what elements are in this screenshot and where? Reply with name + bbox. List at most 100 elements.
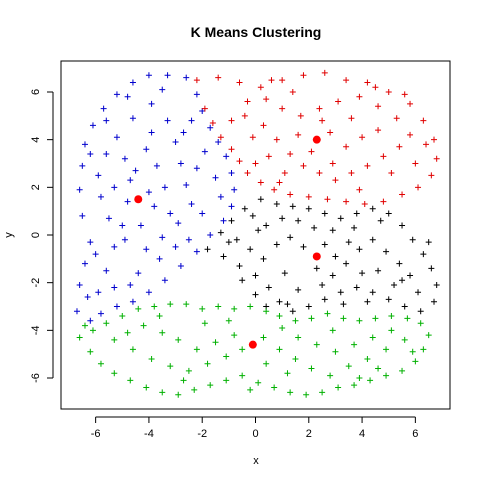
data-point	[273, 241, 280, 248]
data-point	[129, 346, 136, 353]
data-point	[143, 146, 150, 153]
data-point	[383, 372, 390, 379]
data-point	[103, 267, 110, 274]
data-point	[167, 210, 174, 217]
data-point	[329, 272, 336, 279]
data-point	[319, 117, 326, 124]
data-point	[87, 239, 94, 246]
data-point	[385, 88, 392, 95]
x-tick-label: 0	[252, 428, 258, 440]
data-point	[324, 196, 331, 203]
data-point	[364, 162, 371, 169]
data-point	[324, 310, 331, 317]
data-point	[348, 170, 355, 177]
data-point	[412, 160, 419, 167]
data-point	[287, 191, 294, 198]
data-point	[300, 72, 307, 79]
data-point	[401, 303, 408, 310]
data-point	[305, 193, 312, 200]
data-point	[159, 329, 166, 336]
data-point	[415, 184, 422, 191]
data-point	[185, 236, 192, 243]
data-point	[231, 186, 238, 193]
data-point	[356, 375, 363, 382]
data-point	[409, 236, 416, 243]
data-point	[145, 72, 152, 79]
cluster-2	[193, 69, 440, 208]
data-point	[252, 272, 259, 279]
data-point	[113, 303, 120, 310]
data-point	[220, 217, 227, 224]
data-point	[239, 277, 246, 284]
data-point	[292, 355, 299, 362]
data-point	[252, 160, 259, 167]
data-point	[73, 308, 80, 315]
data-point	[153, 162, 160, 169]
data-point	[383, 346, 390, 353]
data-point	[265, 284, 272, 291]
data-point	[329, 227, 336, 234]
data-point	[89, 327, 96, 334]
data-point	[81, 260, 88, 267]
data-point	[332, 253, 339, 260]
data-point	[319, 282, 326, 289]
data-point	[156, 255, 163, 262]
data-point	[308, 365, 315, 372]
data-point	[244, 98, 251, 105]
data-point	[377, 217, 384, 224]
data-point	[111, 370, 118, 377]
data-point	[161, 277, 168, 284]
data-point	[151, 203, 158, 210]
data-point	[420, 117, 427, 124]
data-point	[199, 210, 206, 217]
data-point	[111, 336, 118, 343]
data-point	[97, 310, 104, 317]
data-point	[385, 296, 392, 303]
data-point	[276, 179, 283, 186]
data-point	[260, 334, 267, 341]
data-point	[321, 241, 328, 248]
data-point	[404, 315, 411, 322]
data-point	[401, 336, 408, 343]
data-point	[228, 203, 235, 210]
data-point	[351, 382, 358, 389]
data-point	[369, 236, 376, 243]
data-point	[356, 93, 363, 100]
data-point	[81, 322, 88, 329]
data-point	[364, 298, 371, 305]
data-point	[164, 117, 171, 124]
data-point	[79, 162, 86, 169]
data-point	[271, 186, 278, 193]
data-point	[295, 217, 302, 224]
data-point	[76, 334, 83, 341]
data-point	[201, 320, 208, 327]
y-tick-label: 4	[30, 137, 42, 143]
data-point	[215, 139, 222, 146]
data-point	[193, 91, 200, 98]
data-point	[425, 239, 432, 246]
data-point	[273, 136, 280, 143]
data-point	[239, 346, 246, 353]
data-point	[287, 234, 294, 241]
data-point	[183, 301, 190, 308]
data-point	[313, 341, 320, 348]
data-point	[385, 210, 392, 217]
data-point	[145, 289, 152, 296]
data-point	[359, 270, 366, 277]
data-point	[284, 370, 291, 377]
data-point	[375, 365, 382, 372]
data-point	[383, 248, 390, 255]
data-point	[89, 122, 96, 129]
data-point	[292, 317, 299, 324]
data-point	[193, 165, 200, 172]
data-point	[287, 150, 294, 157]
data-point	[388, 327, 395, 334]
data-point	[305, 303, 312, 310]
data-point	[260, 122, 267, 129]
data-point	[249, 212, 256, 219]
x-tick-label: -6	[91, 428, 101, 440]
data-point	[329, 160, 336, 167]
data-point	[295, 286, 302, 293]
data-point	[204, 246, 211, 253]
